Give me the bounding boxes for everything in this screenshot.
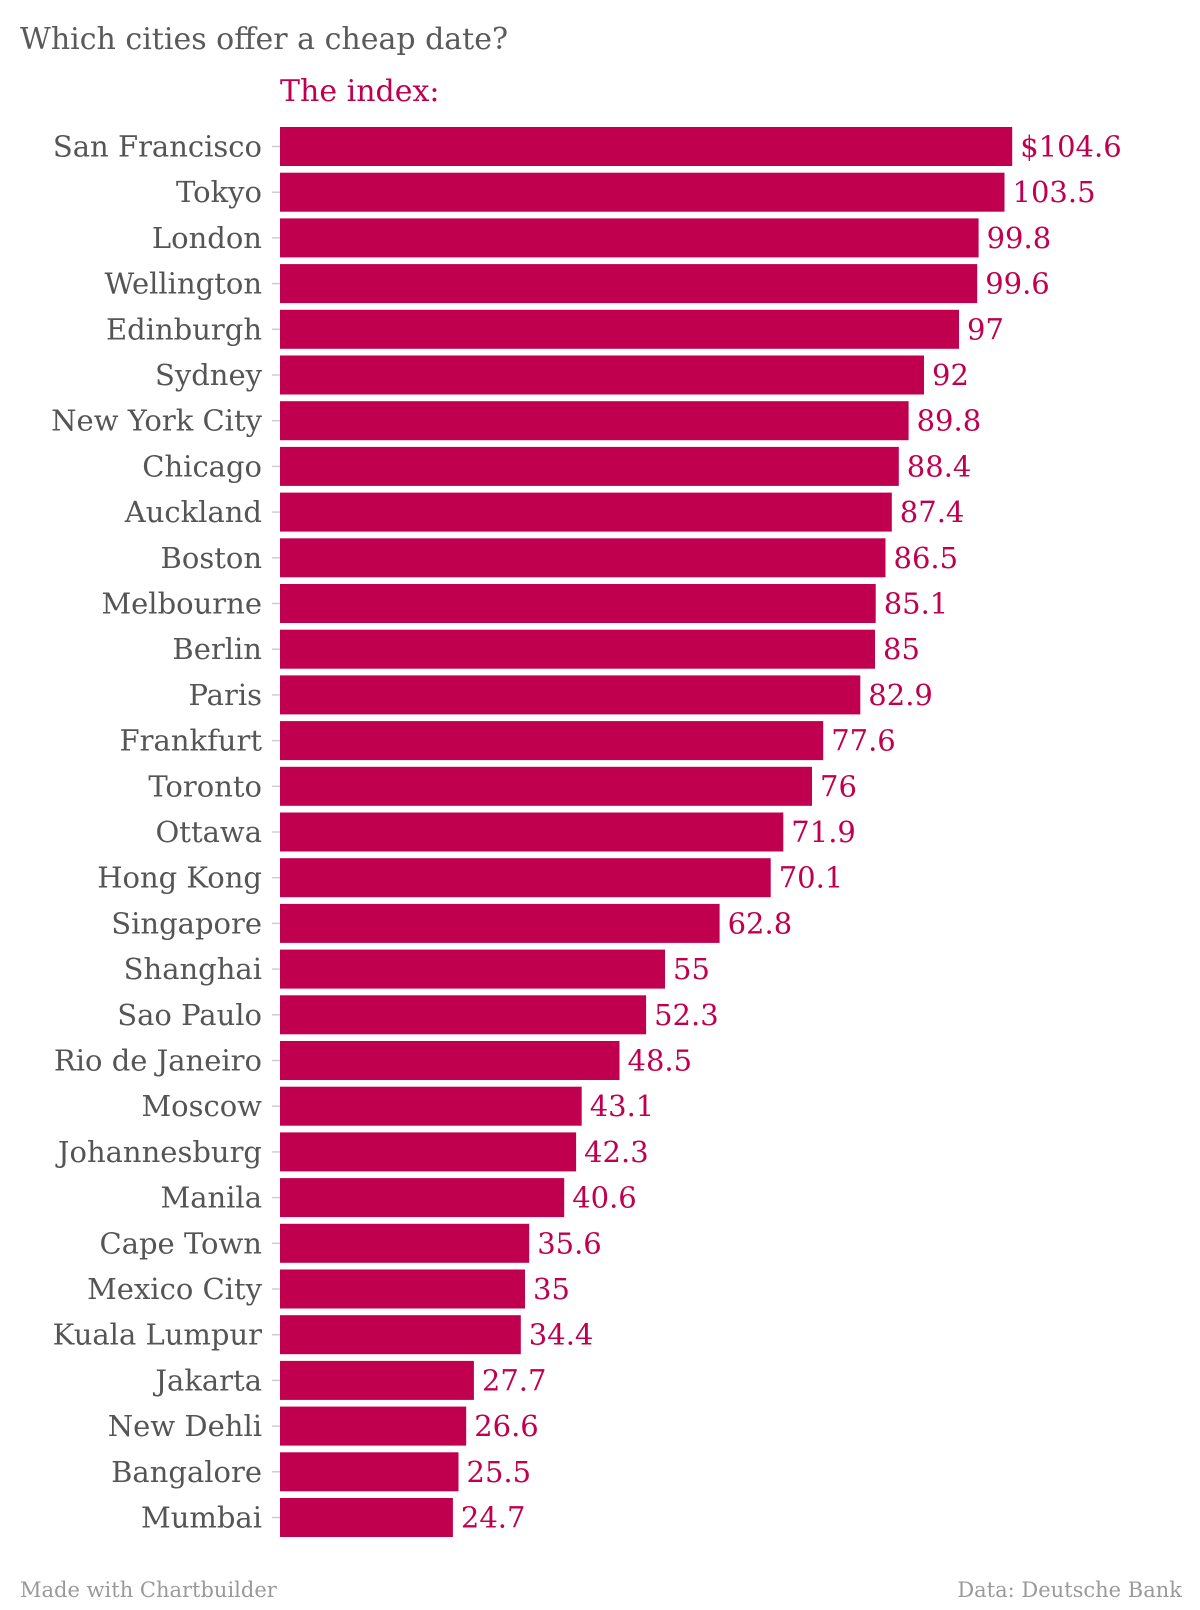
value-label: 103.5: [1013, 175, 1096, 209]
value-label: 48.5: [628, 1044, 693, 1078]
category-label: Shanghai: [124, 952, 262, 986]
value-label: 70.1: [779, 861, 844, 895]
value-label: 35: [533, 1272, 570, 1306]
bar-berlin: [280, 629, 875, 669]
category-label: Sydney: [155, 358, 263, 392]
bar-kuala-lumpur: [280, 1315, 521, 1355]
bar-san-francisco: [280, 127, 1013, 166]
category-label: London: [152, 221, 262, 255]
value-label: 88.4: [907, 449, 972, 483]
value-label: 86.5: [894, 541, 959, 575]
value-label: 40.6: [572, 1181, 637, 1215]
value-label: 85.1: [884, 587, 949, 621]
category-label: Hong Kong: [97, 861, 262, 895]
value-label: 82.9: [868, 678, 933, 712]
category-label: Tokyo: [176, 175, 262, 209]
bar-bangalore: [280, 1452, 459, 1492]
value-label: $104.6: [1020, 130, 1121, 164]
bar-edinburgh: [280, 309, 959, 349]
bar-hong-kong: [280, 858, 771, 898]
value-label: 25.5: [467, 1455, 532, 1489]
value-label: 26.6: [474, 1409, 539, 1443]
bar-chart: San Francisco $104.6 Tokyo 103.5 London 99.8 W…: [51, 127, 1122, 1537]
bar-new-york-city: [280, 401, 909, 441]
category-label: Boston: [161, 541, 262, 575]
category-label: Mexico City: [87, 1272, 263, 1306]
category-label: Moscow: [141, 1089, 262, 1123]
value-label: 43.1: [590, 1089, 655, 1123]
bar-tokyo: [280, 172, 1005, 212]
category-label: Singapore: [111, 906, 262, 940]
source-text: Data: Deutsche Bank: [957, 1578, 1182, 1602]
bar-wellington: [280, 264, 978, 304]
credit-text: Made with Chartbuilder: [20, 1578, 277, 1602]
bar-singapore: [280, 903, 720, 943]
value-label: 89.8: [917, 404, 982, 438]
category-label: Chicago: [142, 449, 262, 483]
bar-shanghai: [280, 949, 665, 989]
value-label: 34.4: [529, 1318, 594, 1352]
bar-cape-town: [280, 1223, 530, 1263]
value-label: 87.4: [900, 495, 965, 529]
bar-rio-de-janeiro: [280, 1041, 620, 1080]
value-label: 97: [967, 312, 1004, 346]
category-label: Ottawa: [156, 815, 262, 849]
value-label: 35.6: [537, 1226, 602, 1260]
bar-mexico-city: [280, 1269, 525, 1309]
bar-jakarta: [280, 1360, 474, 1400]
bar-boston: [280, 538, 886, 578]
bar-ottawa: [280, 812, 784, 852]
category-label: Paris: [188, 678, 262, 712]
bar-johannesburg: [280, 1132, 577, 1172]
series-label: The index:: [280, 74, 440, 109]
bar-new-dehli: [280, 1406, 467, 1446]
category-label: Bangalore: [111, 1455, 262, 1489]
bar-chicago: [280, 446, 899, 486]
value-label: 99.6: [985, 267, 1050, 301]
category-label: Frankfurt: [120, 724, 263, 758]
category-label: New Dehli: [108, 1409, 262, 1443]
category-label: Wellington: [105, 267, 262, 301]
bar-melbourne: [280, 584, 876, 623]
value-label: 71.9: [791, 815, 856, 849]
category-label: San Francisco: [53, 130, 262, 164]
value-label: 42.3: [584, 1135, 649, 1169]
bar-auckland: [280, 492, 892, 532]
bar-london: [280, 218, 979, 258]
value-label: 52.3: [654, 998, 719, 1032]
bar-toronto: [280, 766, 812, 806]
category-label: Sao Paulo: [117, 998, 262, 1032]
category-label: Cape Town: [100, 1226, 262, 1260]
bar-sydney: [280, 355, 924, 395]
bar-moscow: [280, 1086, 582, 1126]
value-label: 55: [673, 952, 710, 986]
category-label: Johannesburg: [55, 1135, 262, 1169]
category-label: Berlin: [172, 632, 262, 666]
value-label: 62.8: [728, 906, 793, 940]
category-label: Toronto: [148, 769, 262, 803]
category-label: Edinburgh: [106, 312, 262, 346]
bar-manila: [280, 1178, 565, 1218]
bar-mumbai: [280, 1498, 453, 1537]
bar-frankfurt: [280, 721, 824, 761]
category-label: Mumbai: [141, 1501, 262, 1535]
value-label: 92: [932, 358, 969, 392]
category-label: Melbourne: [101, 587, 262, 621]
category-label: Rio de Janeiro: [54, 1044, 262, 1078]
value-label: 27.7: [482, 1363, 547, 1397]
value-label: 99.8: [987, 221, 1052, 255]
value-label: 24.7: [461, 1501, 526, 1535]
category-label: Jakarta: [152, 1363, 262, 1397]
category-label: Auckland: [124, 495, 262, 529]
bar-paris: [280, 675, 861, 715]
value-label: 77.6: [831, 724, 896, 758]
category-label: Kuala Lumpur: [53, 1318, 262, 1352]
bar-sao-paulo: [280, 995, 647, 1035]
category-label: Manila: [161, 1181, 263, 1215]
value-label: 76: [820, 769, 857, 803]
category-label: New York City: [51, 404, 262, 438]
chart-title: Which cities offer a cheap date?: [20, 22, 509, 57]
value-label: 85: [883, 632, 920, 666]
